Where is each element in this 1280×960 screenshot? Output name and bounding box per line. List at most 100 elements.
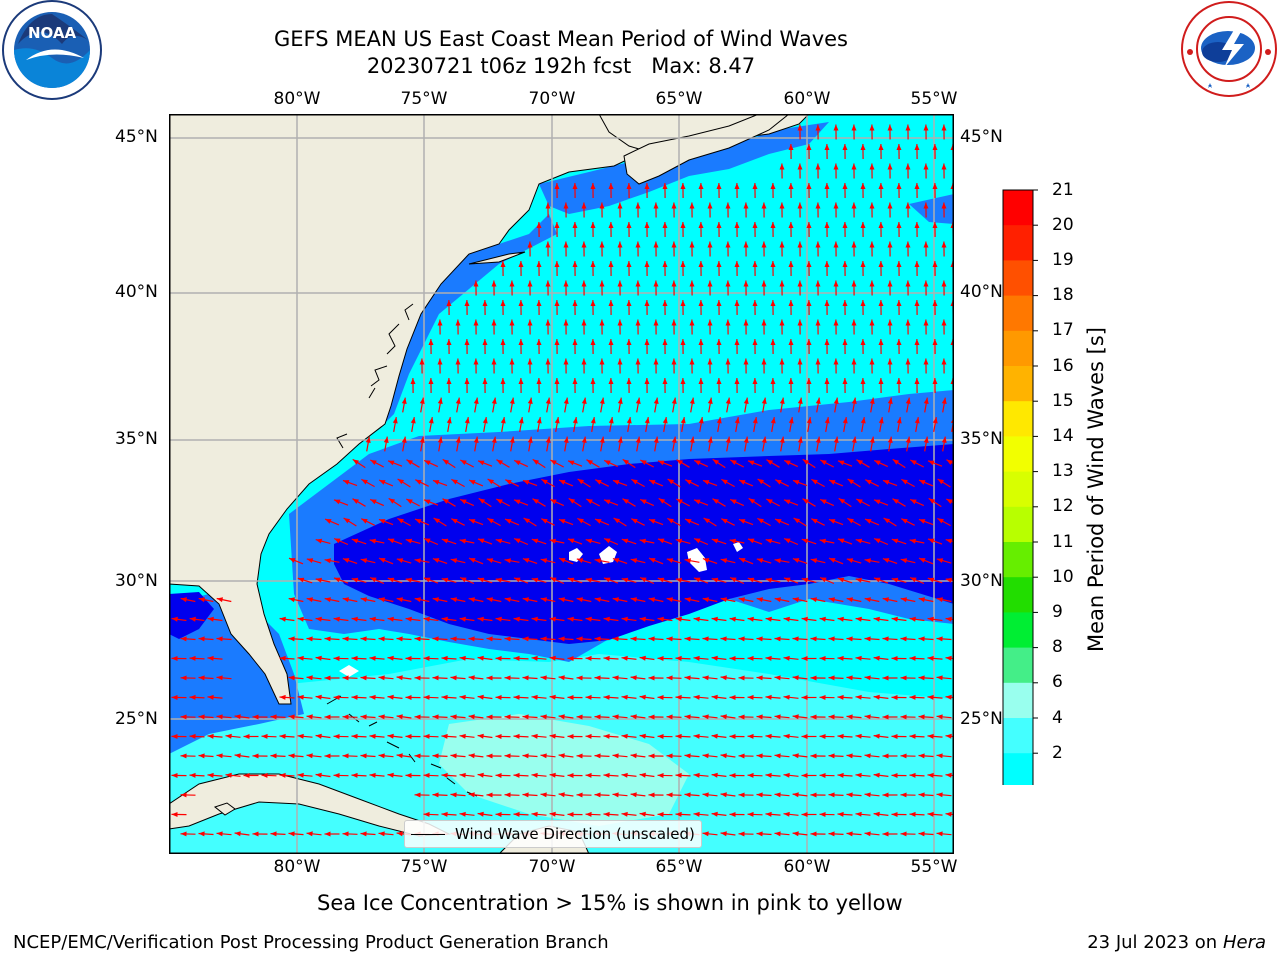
wave-direction-arrow-head (590, 261, 596, 267)
wave-direction-arrow-head (234, 753, 241, 759)
wave-direction-arrow-head (171, 773, 178, 778)
wave-direction-arrow-head (518, 261, 524, 267)
wave-direction-arrow-head (698, 300, 704, 306)
wave-direction-arrow-head (324, 597, 331, 603)
wave-direction-arrow-head (738, 831, 745, 837)
wave-direction-arrow-head (680, 183, 686, 189)
wave-direction-arrow-head (360, 753, 367, 759)
wave-direction-arrow-head (644, 300, 650, 306)
wave-direction-arrow-head (505, 479, 512, 485)
wave-direction-arrow-head (532, 459, 540, 465)
wave-direction-arrow-head (757, 479, 765, 485)
wave-direction-arrow-head (765, 616, 772, 622)
wave-direction-arrow-head (594, 636, 601, 642)
wave-direction-arrow-head (270, 714, 277, 720)
nws-logo-icon (1181, 1, 1277, 97)
wave-direction-arrow-head (923, 319, 929, 326)
wave-direction-arrow-head (378, 675, 385, 681)
wave-direction-arrow-head (536, 222, 542, 228)
wave-direction-arrow-head (702, 597, 709, 603)
wave-direction-arrow-head (423, 655, 430, 661)
wave-direction-arrow-head (392, 417, 398, 424)
wave-direction-arrow-head (387, 772, 394, 778)
lon-tick-top: 55°W (910, 89, 958, 109)
wave-direction-arrow-head (486, 675, 493, 681)
wave-direction-arrow-head (837, 772, 844, 778)
wave-direction-arrow-head (522, 558, 530, 563)
wave-direction-arrow-head (468, 597, 475, 603)
wave-direction-arrow-head (685, 479, 692, 485)
wave-direction-arrow-head (747, 772, 754, 778)
wave-direction-arrow-head (468, 792, 475, 798)
wave-direction-arrow-head (666, 792, 673, 798)
wave-direction-arrow-head (648, 675, 655, 681)
wave-direction-arrow-head (180, 597, 187, 603)
wave-direction-arrow-head (774, 714, 781, 720)
wave-direction-arrow-head (351, 538, 359, 544)
wave-direction-arrow-head (500, 417, 506, 424)
wave-direction-arrow-head (653, 241, 659, 248)
wave-direction-arrow-head (918, 714, 925, 720)
wave-direction-arrow-head (765, 733, 772, 739)
colorbar-swatch (1003, 436, 1033, 473)
wave-direction-arrow-head (622, 459, 630, 465)
wave-direction-arrow-head (450, 597, 457, 603)
wave-direction-arrow-head (873, 694, 880, 700)
wave-direction-arrow-head (909, 616, 916, 622)
wave-direction-arrow-head (621, 538, 629, 544)
wave-direction-arrow-head (788, 183, 794, 189)
wave-direction-arrow-head (536, 417, 542, 424)
wave-direction-arrow-head (923, 163, 929, 170)
wave-direction-arrow-head (770, 300, 776, 306)
wave-direction-arrow-head (711, 772, 718, 778)
wave-direction-arrow-head (252, 831, 259, 837)
wave-direction-arrow-head (905, 280, 911, 287)
wave-direction-arrow-head (747, 733, 754, 739)
wave-direction-arrow-head (716, 417, 722, 424)
wave-direction-arrow-head (433, 480, 440, 485)
wave-direction-arrow-head (527, 280, 533, 287)
wave-direction-arrow-head (473, 319, 479, 326)
colorbar-tick: 20 (1052, 215, 1074, 235)
wave-direction-arrow-head (342, 675, 349, 681)
wave-direction-arrow-head (288, 831, 295, 837)
wave-direction-arrow-head (536, 261, 542, 267)
wave-direction-arrow-head (639, 733, 646, 739)
map-frame (169, 114, 954, 854)
wave-direction-arrow-head (527, 358, 533, 365)
wave-direction-arrow-head (810, 597, 817, 603)
wave-direction-arrow-head (473, 436, 479, 443)
wave-direction-arrow-head (477, 772, 484, 778)
wave-direction-arrow-head (545, 280, 551, 287)
wave-direction-arrow-head (797, 202, 803, 209)
wave-direction-arrow-head (774, 792, 781, 798)
wave-direction-arrow-head (532, 498, 539, 504)
wave-direction-arrow-head (180, 831, 187, 837)
wave-direction-arrow-head (572, 222, 578, 228)
colorbar-swatch (1003, 542, 1033, 578)
wave-direction-arrow-head (887, 358, 893, 365)
wave-direction-arrow-head (730, 460, 737, 465)
wave-direction-arrow-head (784, 538, 791, 544)
wave-direction-arrow-head (788, 261, 794, 267)
wave-direction-arrow-head (891, 616, 898, 622)
lon-tick-bottom: 65°W (655, 857, 703, 877)
wave-direction-arrow-head (657, 734, 664, 739)
wave-direction-arrow-head (756, 597, 763, 603)
wave-direction-arrow-head (599, 202, 605, 209)
wave-direction-arrow-head (590, 183, 596, 189)
wave-direction-arrow-head (815, 241, 821, 248)
wave-direction-arrow-head (496, 499, 503, 504)
wave-direction-arrow-head (550, 460, 557, 465)
wave-direction-arrow-head (946, 459, 953, 465)
wave-direction-arrow-head (846, 558, 854, 563)
wave-direction-arrow-head (396, 831, 403, 837)
wave-direction-arrow-head (729, 538, 736, 544)
wave-direction-arrow-head (694, 460, 701, 466)
wave-direction-arrow-head (801, 734, 808, 739)
chart-title: GEFS MEAN US East Coast Mean Period of W… (274, 27, 848, 51)
wave-direction-arrow-head (626, 300, 632, 306)
wave-direction-arrow-head (513, 772, 520, 778)
wave-direction-arrow-head (446, 339, 452, 345)
wave-direction-arrow-head (567, 734, 574, 739)
